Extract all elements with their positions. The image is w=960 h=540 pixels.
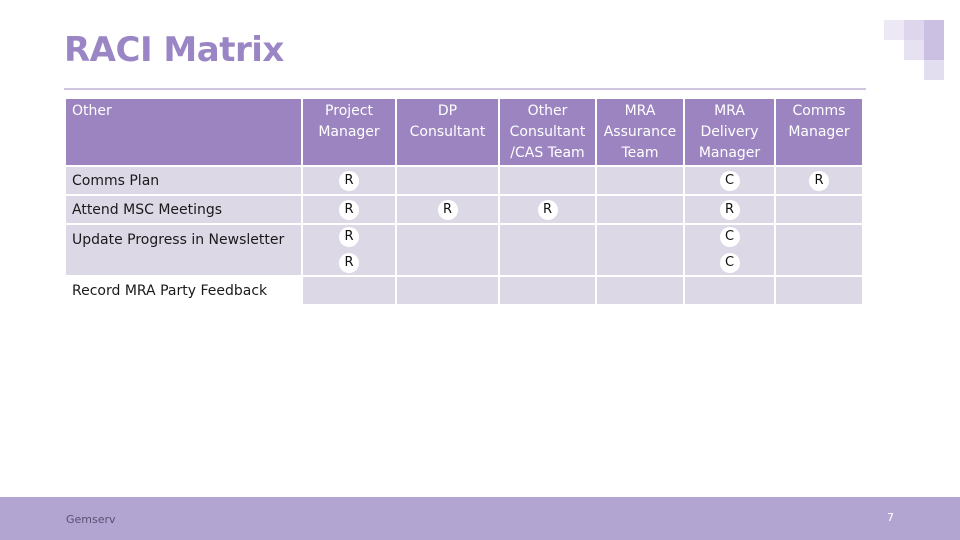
raci-marker: R	[339, 253, 359, 273]
header-row: Other Project Manager DP Consultant Othe…	[66, 99, 862, 165]
raci-cell	[597, 167, 683, 194]
raci-cell: C	[685, 167, 774, 194]
raci-cell	[397, 277, 498, 304]
slide-footer: Gemserv 7	[0, 497, 960, 540]
raci-cell	[685, 277, 774, 304]
raci-cell	[597, 225, 683, 275]
raci-marker: R	[339, 170, 359, 191]
header-comms-manager: Comms Manager	[776, 99, 862, 165]
raci-marker: C	[719, 253, 740, 273]
raci-cell: R	[776, 167, 862, 194]
raci-marker: R	[437, 199, 458, 220]
raci-cell	[500, 277, 595, 304]
raci-matrix-table: Other Project Manager DP Consultant Othe…	[64, 97, 864, 306]
raci-cell	[597, 196, 683, 223]
raci-marker: R	[809, 170, 829, 191]
page-number: 7	[887, 511, 894, 524]
raci-cell: R	[303, 167, 395, 194]
raci-cell	[303, 277, 395, 304]
raci-cell	[397, 225, 498, 275]
header-corner: Other	[66, 99, 301, 165]
raci-marker: C	[719, 227, 740, 247]
header-dp-consultant: DP Consultant	[397, 99, 498, 165]
task-label: Record MRA Party Feedback	[66, 277, 301, 304]
table-row: Attend MSC Meetings R R R R	[66, 196, 862, 223]
task-label-text: Record MRA Party Feedback	[72, 282, 268, 299]
title-divider	[64, 88, 866, 90]
slide-title: RACI Matrix	[64, 30, 284, 70]
raci-cell: R	[397, 196, 498, 223]
task-label: Update Progress in Newsletter	[66, 225, 301, 275]
raci-cell: C C	[685, 225, 774, 275]
raci-marker-stack: C C	[685, 227, 774, 273]
raci-marker: R	[339, 199, 359, 220]
raci-cell: R	[303, 196, 395, 223]
raci-cell	[500, 167, 595, 194]
raci-cell	[597, 277, 683, 304]
table-row: Update Progress in Newsletter R R C C	[66, 225, 862, 275]
task-label: Comms Plan	[66, 167, 301, 194]
raci-marker: R	[719, 199, 740, 220]
header-other-consultant: Other Consultant /CAS Team	[500, 99, 595, 165]
corner-decoration	[884, 20, 944, 80]
raci-marker-stack: R R	[303, 227, 395, 273]
header-project-manager: Project Manager	[303, 99, 395, 165]
table-row: Record MRA Party Feedback	[66, 277, 862, 304]
raci-cell: R R	[303, 225, 395, 275]
header-mra-delivery-manager: MRA Delivery Manager	[685, 99, 774, 165]
raci-cell	[776, 196, 862, 223]
table-row: Comms Plan R C R	[66, 167, 862, 194]
raci-cell	[776, 277, 862, 304]
raci-cell	[500, 225, 595, 275]
raci-cell: R	[685, 196, 774, 223]
header-mra-assurance: MRA Assurance Team	[597, 99, 683, 165]
footer-brand: Gemserv	[66, 513, 116, 526]
raci-marker: R	[537, 199, 558, 220]
raci-marker: R	[339, 227, 359, 247]
raci-cell	[397, 167, 498, 194]
task-label: Attend MSC Meetings	[66, 196, 301, 223]
raci-cell: R	[500, 196, 595, 223]
raci-cell	[776, 225, 862, 275]
raci-marker: C	[719, 170, 740, 191]
